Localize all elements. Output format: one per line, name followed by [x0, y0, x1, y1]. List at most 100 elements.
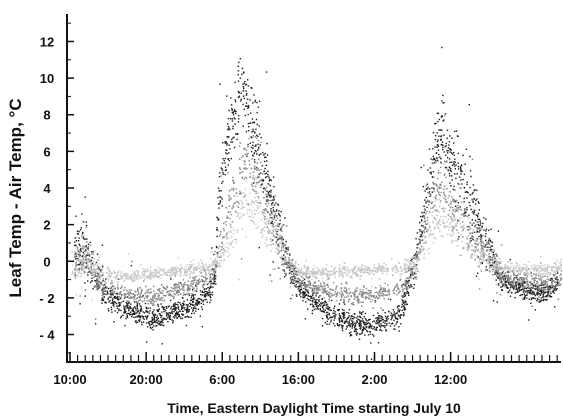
data-point — [164, 309, 167, 312]
data-point — [422, 230, 425, 232]
data-point — [75, 245, 77, 247]
data-point — [471, 193, 473, 195]
data-point — [95, 261, 98, 264]
data-point — [281, 257, 284, 260]
data-point — [478, 235, 480, 238]
data-point — [513, 278, 515, 280]
data-point — [84, 255, 87, 257]
data-point — [495, 279, 497, 281]
data-point — [222, 236, 224, 239]
data-point — [392, 314, 394, 317]
data-point — [488, 240, 490, 242]
data-point — [216, 262, 218, 264]
data-point — [239, 193, 241, 195]
data-point — [266, 205, 268, 207]
data-point — [300, 285, 303, 287]
data-point — [489, 246, 491, 249]
data-point — [528, 298, 530, 300]
data-point — [161, 314, 163, 317]
data-point — [555, 278, 557, 280]
data-point — [185, 310, 188, 312]
data-point — [386, 322, 388, 325]
data-point — [477, 216, 479, 218]
data-point — [530, 297, 533, 299]
data-point — [110, 287, 112, 290]
data-point — [182, 279, 185, 281]
data-point — [96, 253, 99, 255]
data-point — [75, 257, 77, 260]
data-point — [272, 199, 274, 201]
data-point — [247, 104, 250, 107]
data-point — [318, 300, 320, 302]
data-point — [403, 308, 405, 310]
data-point — [270, 208, 272, 210]
data-point — [345, 281, 347, 284]
data-point — [190, 296, 193, 299]
data-point — [419, 241, 421, 243]
data-point — [542, 293, 545, 296]
data-point — [230, 198, 232, 200]
data-point — [273, 204, 276, 206]
data-point — [322, 305, 324, 307]
data-point — [523, 277, 525, 279]
data-point — [269, 196, 272, 198]
data-point — [378, 294, 380, 296]
data-point — [379, 329, 381, 331]
data-point — [402, 296, 404, 298]
data-point — [133, 312, 135, 315]
data-point — [304, 296, 306, 298]
data-point — [333, 293, 336, 296]
data-point — [242, 72, 245, 74]
data-point — [152, 321, 154, 324]
data-point — [401, 309, 403, 312]
data-point — [76, 232, 79, 235]
data-point — [397, 308, 400, 310]
data-point — [207, 287, 209, 289]
data-point — [281, 238, 283, 241]
data-point — [169, 299, 172, 302]
data-point — [531, 278, 533, 280]
data-point — [220, 196, 222, 199]
data-point — [90, 267, 92, 269]
data-point — [451, 152, 453, 154]
data-point — [401, 303, 403, 306]
data-point — [228, 144, 230, 146]
data-point — [221, 182, 223, 184]
data-point — [149, 310, 151, 312]
data-point — [328, 314, 331, 316]
data-point — [334, 317, 336, 319]
data-point — [300, 292, 302, 294]
data-point — [182, 307, 184, 309]
data-point — [373, 327, 376, 329]
data-point — [246, 168, 248, 170]
data-point — [429, 226, 431, 228]
data-point — [435, 157, 438, 159]
data-point — [445, 145, 447, 147]
data-point — [174, 309, 176, 311]
data-point — [419, 251, 421, 254]
data-point — [136, 305, 139, 308]
data-point — [329, 293, 331, 295]
data-point — [491, 245, 494, 247]
data-point — [518, 284, 520, 286]
data-point — [150, 298, 152, 300]
data-point — [476, 240, 478, 242]
data-point — [82, 251, 84, 254]
data-point — [558, 281, 560, 284]
data-point — [492, 274, 494, 276]
data-point — [109, 296, 111, 298]
data-point — [394, 287, 396, 289]
data-point — [499, 276, 501, 278]
data-point — [140, 308, 142, 310]
data-point — [136, 311, 138, 313]
data-point — [441, 144, 443, 146]
data-point — [531, 283, 533, 285]
data-point — [319, 282, 322, 284]
data-point — [482, 249, 484, 251]
data-point — [254, 161, 256, 163]
data-point — [209, 296, 212, 299]
data-point — [457, 207, 460, 209]
data-point — [486, 259, 489, 261]
data-point — [106, 290, 108, 292]
data-point — [85, 250, 87, 252]
